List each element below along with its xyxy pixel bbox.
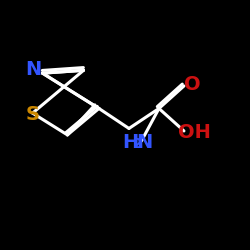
Text: H: H [122, 133, 138, 152]
Text: 2: 2 [132, 137, 142, 151]
Text: O: O [184, 75, 201, 94]
Text: OH: OH [178, 123, 210, 142]
Text: N: N [26, 60, 42, 79]
Text: N: N [136, 133, 152, 152]
Text: S: S [26, 105, 40, 124]
